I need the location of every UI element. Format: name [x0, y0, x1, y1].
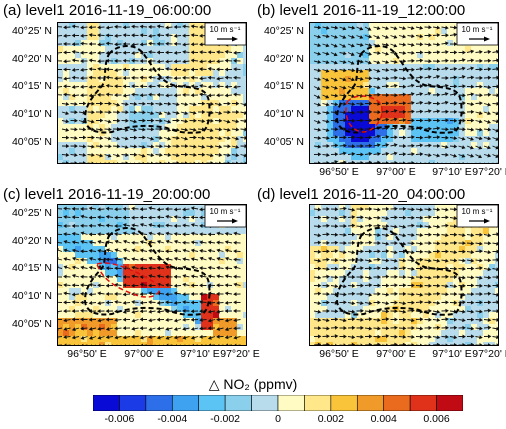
x-tick-label: 96°50' E [319, 166, 359, 178]
red-outline [96, 262, 161, 298]
colorbar [93, 395, 463, 411]
reference-vector-box: 10 m s⁻¹ [204, 204, 247, 228]
reference-vector-label: 10 m s⁻¹ [462, 25, 493, 34]
colorbar-swatch [224, 395, 252, 411]
reference-vector-label: 10 m s⁻¹ [210, 25, 241, 34]
x-tick-label: 96°50' E [319, 348, 359, 360]
colorbar-swatch [383, 395, 411, 411]
reference-vector-box: 10 m s⁻¹ [456, 22, 499, 46]
colorbar-title: △ NO₂ (ppmv) [208, 376, 298, 392]
colorbar-tick-label: -0.002 [210, 413, 241, 425]
reference-vector-label: 10 m s⁻¹ [462, 207, 493, 216]
wind-vectors [57, 206, 241, 346]
boundary-outline [83, 227, 211, 316]
colorbar-swatch [171, 395, 200, 411]
boundary-outline [335, 227, 463, 316]
panel-b-title: (b) level1 2016-11-19_12:00:00 [257, 2, 466, 19]
boundary-outline [83, 45, 211, 134]
y-tick-label: 40°15' N [263, 80, 304, 92]
map-panel-a: 10 m s⁻¹ [57, 22, 247, 164]
map-panel-c: 10 m s⁻¹ [57, 204, 247, 346]
panel-a-title: (a) level1 2016-11-19_06:00:00 [3, 2, 212, 19]
colorbar-tick-label: 0 [275, 413, 281, 425]
y-tick-label: 40°15' N [11, 262, 52, 274]
colorbar-swatch [119, 395, 147, 411]
colorbar-swatch [330, 395, 358, 411]
colorbar-swatch [436, 395, 463, 411]
x-tick-label: 97°10' E [432, 348, 472, 360]
y-tick-label: 40°25' N [11, 25, 52, 37]
y-tick-label: 40°10' N [263, 108, 304, 120]
x-tick-label: 97°00' E [124, 348, 164, 360]
y-tick-label: 40°10' N [11, 290, 52, 302]
y-tick-label: 40°15' N [11, 80, 52, 92]
colorbar-swatch [356, 395, 385, 411]
colorbar-tick-label: 0.002 [317, 413, 344, 425]
map-panel-b: 10 m s⁻¹ [309, 22, 499, 164]
x-tick-label: 97°20' E [472, 348, 506, 360]
colorbar-swatch [277, 395, 305, 411]
colorbar-tick-label: -0.004 [157, 413, 188, 425]
y-tick-label: 40°05' N [11, 318, 52, 330]
y-tick-label: 40°20' N [11, 235, 52, 247]
y-tick-label: 40°20' N [11, 53, 52, 65]
red-outline [345, 95, 383, 133]
colorbar-swatch [304, 395, 332, 411]
colorbar-swatch [251, 395, 279, 411]
x-tick-label: 97°20' E [220, 348, 260, 360]
y-tick-label: 40°25' N [263, 25, 304, 37]
y-tick-label: 40°10' N [11, 108, 52, 120]
colorbar-swatch [409, 395, 437, 411]
y-tick-label: 40°25' N [11, 207, 52, 219]
y-tick-label: 40°20' N [263, 53, 304, 65]
x-tick-label: 97°10' E [180, 348, 220, 360]
colorbar-tick-label: 0.006 [423, 413, 450, 425]
panel-c-title: (c) level1 2016-11-19_20:00:00 [3, 186, 211, 203]
boundary-outline [335, 45, 463, 134]
reference-vector-box: 10 m s⁻¹ [456, 204, 499, 228]
y-tick-label: 40°05' N [263, 136, 304, 148]
x-tick-label: 96°50' E [67, 348, 107, 360]
reference-vector-box: 10 m s⁻¹ [204, 22, 247, 46]
x-tick-label: 97°00' E [376, 348, 416, 360]
reference-vector-label: 10 m s⁻¹ [210, 207, 241, 216]
x-tick-label: 97°20' E [472, 166, 506, 178]
colorbar-swatch [145, 395, 173, 411]
colorbar-tick-label: 0.004 [370, 413, 397, 425]
colorbar-swatch [93, 395, 120, 411]
y-tick-label: 40°05' N [11, 136, 52, 148]
colorbar-swatch [198, 395, 226, 411]
map-panel-d: 10 m s⁻¹ [309, 204, 499, 346]
panel-d-title: (d) level1 2016-11-20_04:00:00 [257, 186, 466, 203]
x-tick-label: 97°00' E [376, 166, 416, 178]
colorbar-tick-label: -0.006 [104, 413, 135, 425]
x-tick-label: 97°10' E [432, 166, 472, 178]
